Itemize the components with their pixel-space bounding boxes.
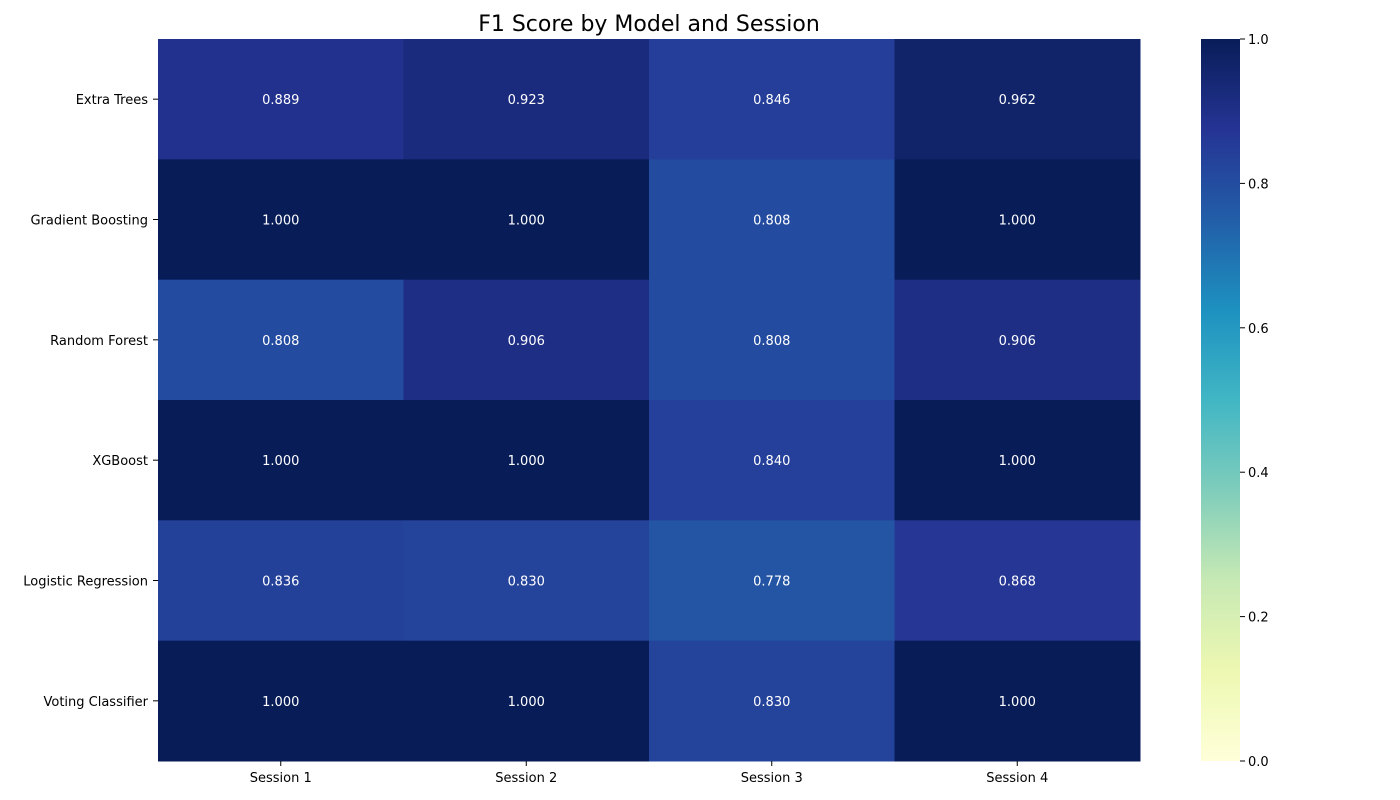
heatmap-cell	[158, 640, 404, 762]
y-tick-label: XGBoost	[92, 454, 148, 469]
colorbar-tick-label: 0.6	[1248, 322, 1269, 337]
cell-value-label: 1.000	[508, 214, 545, 229]
cell-value-label: 1.000	[508, 695, 545, 710]
cell-value-label: 0.923	[508, 93, 545, 108]
heatmap-cell	[403, 279, 650, 401]
cell-value-label: 0.808	[753, 214, 790, 229]
heatmap-cell	[649, 640, 895, 762]
colorbar-tick-label: 0.8	[1248, 177, 1269, 192]
cell-value-label: 0.830	[753, 695, 790, 710]
y-tick-label: Logistic Regression	[23, 575, 148, 590]
y-tick-label: Gradient Boosting	[30, 214, 148, 229]
heatmap-cell	[649, 159, 895, 281]
cell-value-label: 1.000	[508, 454, 545, 469]
heatmap-cells	[158, 39, 1141, 762]
cell-value-label: 0.846	[753, 93, 790, 108]
x-tick-label: Session 3	[741, 771, 803, 786]
cell-value-label: 1.000	[999, 454, 1036, 469]
heatmap-cell	[403, 159, 650, 281]
colorbar-tick-label: 0.4	[1248, 466, 1269, 481]
heatmap-cell	[649, 39, 895, 160]
cell-value-label: 0.808	[262, 334, 299, 349]
heatmap-cell	[894, 39, 1141, 160]
heatmap-cell	[158, 39, 404, 160]
cell-value-label: 0.836	[262, 575, 299, 590]
heatmap-cell	[158, 159, 404, 281]
cell-value-label: 1.000	[262, 695, 299, 710]
cell-value-label: 0.962	[999, 93, 1036, 108]
colorbar-tick-label: 0.2	[1248, 611, 1269, 626]
cell-value-label: 0.778	[753, 575, 790, 590]
y-tick-label: Voting Classifier	[43, 695, 148, 710]
y-tick-label: Random Forest	[50, 334, 148, 349]
heatmap-cell	[894, 520, 1141, 642]
heatmap-cell	[894, 640, 1141, 762]
cell-value-label: 0.868	[999, 575, 1036, 590]
cell-value-label: 0.889	[262, 93, 299, 108]
cell-value-label: 1.000	[262, 214, 299, 229]
heatmap-cell	[649, 279, 895, 401]
heatmap-cell	[649, 400, 895, 521]
heatmap-cell	[894, 279, 1141, 401]
colorbar-tick-label: 1.0	[1248, 33, 1269, 48]
y-tick-label: Extra Trees	[76, 93, 149, 108]
colorbar-tick-label: 0.0	[1248, 755, 1269, 770]
x-tick-label: Session 2	[495, 771, 557, 786]
cell-value-label: 0.840	[753, 454, 790, 469]
heatmap-cell	[403, 640, 650, 762]
heatmap-cell	[158, 279, 404, 401]
heatmap-cell	[894, 400, 1141, 521]
heatmap-cell	[158, 520, 404, 642]
heatmap-cell	[158, 400, 404, 521]
cell-value-label: 0.906	[508, 334, 545, 349]
cell-value-label: 1.000	[999, 214, 1036, 229]
cell-value-label: 0.808	[753, 334, 790, 349]
heatmap-cell	[403, 39, 650, 160]
cell-value-label: 1.000	[999, 695, 1036, 710]
heatmap-cell	[403, 400, 650, 521]
cell-value-labels: 0.889 0.923 0.846 0.962 1.000 1.000 0.808 1.000…	[262, 93, 1036, 710]
heatmap-cell	[403, 520, 650, 642]
chart-title: F1 Score by Model and Session	[478, 12, 820, 37]
heatmap-cell	[649, 520, 895, 642]
x-axis: Session 1 Session 2 Session 3 Session 4	[250, 761, 1048, 786]
x-tick-label: Session 1	[250, 771, 312, 786]
cell-value-label: 0.906	[999, 334, 1036, 349]
colorbar: 0.0 0.2 0.4 0.6 0.8 1.0	[1201, 33, 1269, 770]
y-axis: Extra Trees Gradient Boosting Random Fores…	[23, 93, 158, 710]
colorbar-gradient	[1201, 39, 1240, 761]
heatmap-cell	[894, 159, 1141, 281]
cell-value-label: 1.000	[262, 454, 299, 469]
x-tick-label: Session 4	[986, 771, 1048, 786]
cell-value-label: 0.830	[508, 575, 545, 590]
